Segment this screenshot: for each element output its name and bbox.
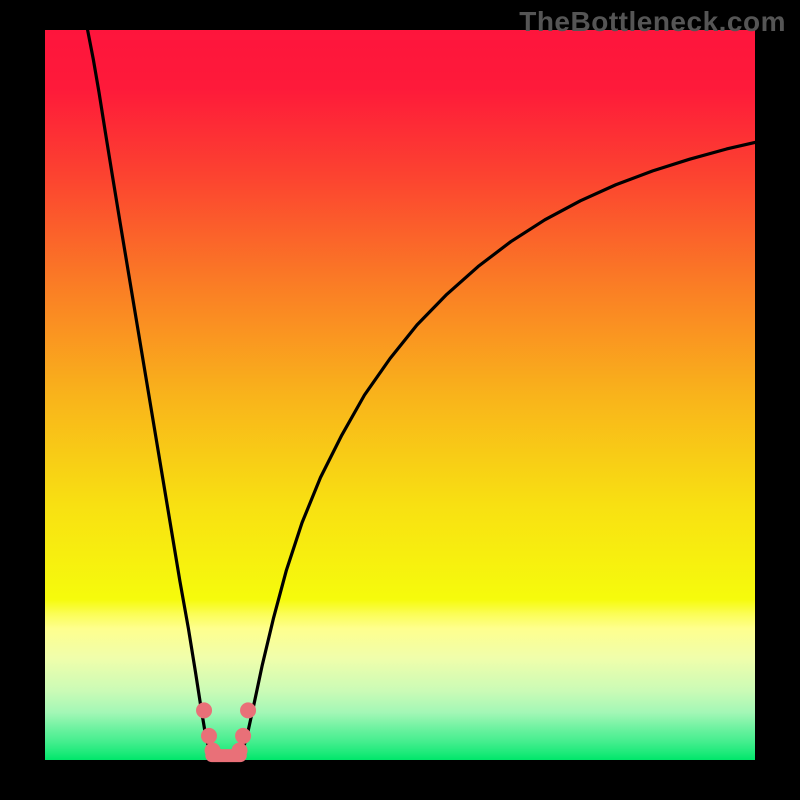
bottleneck-chart: [0, 0, 800, 800]
marker-dot-right-1: [235, 728, 251, 744]
marker-dot-left-1: [201, 728, 217, 744]
marker-dot-left-2: [205, 743, 221, 759]
watermark-text: TheBottleneck.com: [519, 6, 786, 38]
chart-frame: TheBottleneck.com: [0, 0, 800, 800]
plot-background: [45, 30, 755, 760]
marker-dot-left-0: [196, 702, 212, 718]
marker-dot-right-2: [240, 702, 256, 718]
marker-dot-right-0: [232, 743, 248, 759]
